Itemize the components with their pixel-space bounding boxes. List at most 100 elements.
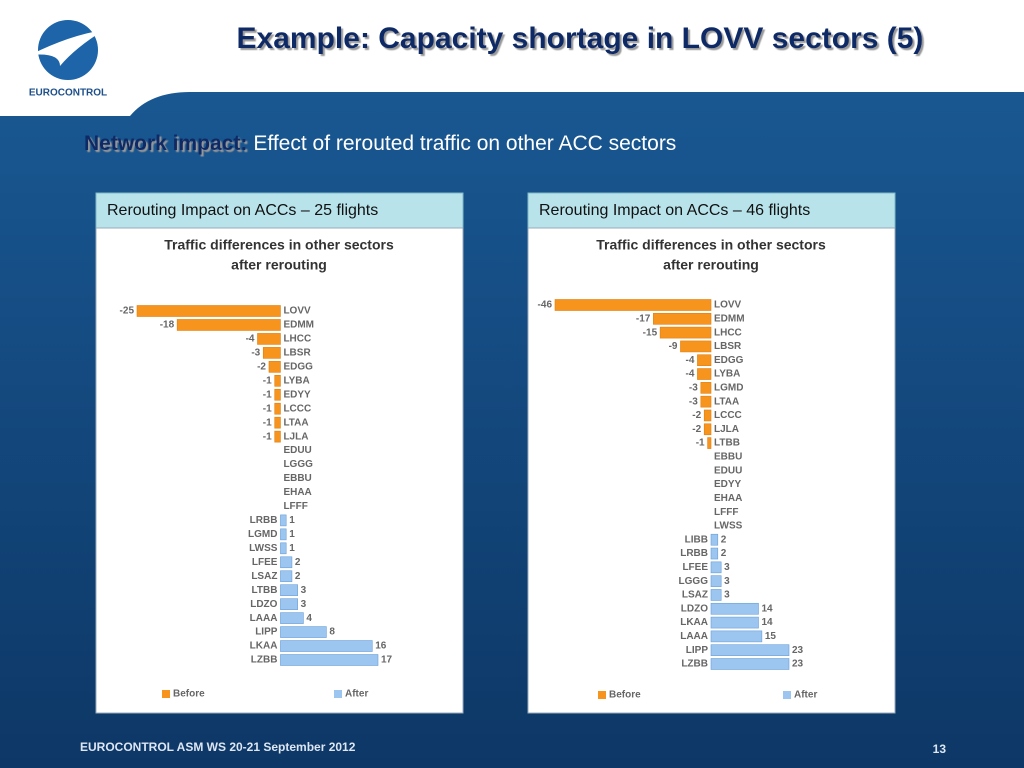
- value-label: -1: [263, 417, 272, 428]
- heading: Rerouting Impact on ACCs – 46 flights: [539, 202, 810, 219]
- category-label: LBSR: [283, 348, 311, 359]
- value-label: 1: [289, 543, 295, 554]
- bar: [703, 423, 712, 436]
- chart-panel: [95, 227, 464, 714]
- category-label: LGGG: [679, 576, 709, 587]
- bar: [703, 409, 712, 422]
- value-label: 3: [301, 599, 307, 610]
- value-label: 3: [301, 585, 307, 596]
- category-label: LHCC: [283, 334, 311, 345]
- value-label: 8: [329, 627, 335, 638]
- bar: [262, 347, 281, 359]
- legend-label: Before: [609, 690, 641, 701]
- subtitle-text: Effect of rerouted traffic on other ACC …: [253, 132, 676, 155]
- bar: [136, 305, 281, 317]
- bar: [707, 437, 712, 449]
- legend-label: After: [345, 689, 368, 700]
- bar: [280, 556, 293, 569]
- slide-title: Example: Capacity shortage in LOVV secto…: [237, 22, 924, 55]
- category-label: LIBB: [685, 534, 708, 545]
- category-label: LCCC: [283, 403, 311, 414]
- value-label: -9: [669, 341, 678, 352]
- value-label: -46: [538, 300, 553, 311]
- category-label: LFFF: [283, 501, 307, 512]
- footer: EUROCONTROL ASM WS 20-21 September 2012: [80, 740, 356, 754]
- bar: [280, 542, 287, 555]
- category-label: EDMM: [283, 320, 314, 331]
- bar: [274, 402, 281, 415]
- value-label: 1: [289, 515, 295, 526]
- value-label: -1: [263, 389, 272, 400]
- value-label: -4: [686, 355, 695, 366]
- category-label: EDUU: [283, 445, 311, 456]
- category-label: LFEE: [682, 562, 708, 573]
- value-label: 15: [765, 631, 777, 642]
- bar: [710, 644, 790, 656]
- bar: [653, 313, 712, 325]
- category-label: EDYY: [714, 479, 742, 490]
- bar: [176, 319, 281, 331]
- category-label: LTBB: [714, 438, 740, 449]
- category-label: LTAA: [714, 396, 739, 407]
- subtitle: Network impact: Effect of rerouted traffi…: [84, 132, 676, 155]
- category-label: LBSR: [714, 341, 742, 352]
- category-label: LYBA: [714, 369, 740, 380]
- value-label: -1: [696, 438, 705, 449]
- value-label: 14: [761, 617, 773, 628]
- value-label: -1: [263, 403, 272, 414]
- value-label: -3: [689, 382, 698, 393]
- category-label: LZBB: [251, 655, 278, 666]
- category-label: EDMM: [714, 313, 745, 324]
- category-label: LYBA: [283, 375, 309, 386]
- category-label: EBBU: [283, 473, 311, 484]
- value-label: 23: [792, 645, 804, 656]
- bar: [274, 430, 281, 443]
- heading-box: [527, 192, 896, 229]
- page-number: 13: [933, 742, 947, 756]
- category-label: LRBB: [250, 515, 278, 526]
- category-label: LOVV: [714, 300, 742, 311]
- bar: [268, 361, 281, 373]
- category-label: EHAA: [283, 487, 311, 498]
- bar: [710, 630, 763, 643]
- value-label: 14: [761, 603, 773, 614]
- category-label: LJLA: [283, 431, 308, 442]
- value-label: 3: [724, 562, 730, 573]
- category-label: LKAA: [250, 641, 278, 652]
- category-label: LSAZ: [682, 590, 708, 601]
- category-label: EDGG: [714, 355, 744, 366]
- category-label: LWSS: [249, 543, 278, 554]
- value-label: -1: [263, 431, 272, 442]
- value-label: 2: [721, 534, 727, 545]
- chart-title: Traffic differences in other sectors: [596, 237, 826, 253]
- value-label: 2: [721, 548, 727, 559]
- category-label: LIPP: [255, 627, 278, 638]
- value-label: 3: [724, 576, 730, 587]
- bar: [257, 333, 281, 345]
- bar: [710, 589, 722, 601]
- heading-box: [95, 192, 464, 229]
- legend-label: After: [794, 690, 817, 701]
- value-label: 17: [381, 655, 393, 666]
- bar: [697, 354, 712, 367]
- value-label: 2: [295, 571, 301, 582]
- bar: [280, 528, 287, 541]
- category-label: LSAZ: [251, 571, 277, 582]
- category-label: LOVV: [283, 306, 311, 317]
- category-label: LIPP: [686, 645, 709, 656]
- category-label: LJLA: [714, 424, 739, 435]
- category-label: LCCC: [714, 410, 742, 421]
- bar: [280, 584, 298, 597]
- legend-swatch: [162, 690, 170, 698]
- value-label: -18: [160, 320, 175, 331]
- value-label: -4: [686, 369, 695, 380]
- value-label: 3: [724, 590, 730, 601]
- bar: [710, 616, 759, 629]
- category-label: EHAA: [714, 493, 742, 504]
- chart-title: after rerouting: [231, 257, 327, 273]
- bar: [710, 602, 759, 615]
- value-label: -2: [692, 424, 701, 435]
- bar: [554, 299, 712, 311]
- category-label: LGGG: [283, 459, 313, 470]
- value-label: -4: [246, 334, 255, 345]
